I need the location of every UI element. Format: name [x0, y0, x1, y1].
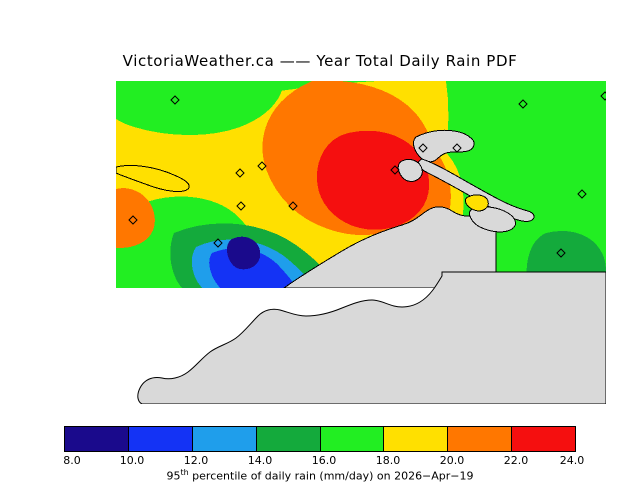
band-16-18-northwest	[116, 81, 284, 136]
colorbar-tick-7: 22.0	[503, 454, 529, 467]
caption-superscript: th	[180, 468, 189, 477]
contour-field	[116, 81, 606, 288]
colorbar-band-12-14[interactable]	[192, 427, 257, 451]
page-title: VictoriaWeather.ca —— Year Total Daily R…	[122, 52, 518, 70]
colorbar[interactable]	[64, 426, 576, 452]
caption-prefix: 95	[166, 469, 181, 483]
land-masses	[116, 129, 535, 288]
colorbar-band-20-22[interactable]	[448, 427, 513, 451]
contour-plot	[116, 81, 606, 288]
colorbar-tick-0: 8.0	[63, 454, 81, 467]
colorbar-tick-5: 18.0	[375, 454, 401, 467]
land-spit	[417, 158, 535, 222]
map-canvas	[90, 81, 606, 404]
colorbar-tick-3: 14.0	[247, 454, 273, 467]
colorbar-tick-8: 24.0	[559, 454, 585, 467]
island-outline-thin	[116, 164, 190, 193]
land-lower-mass	[137, 271, 606, 404]
colorbar-band-14-16[interactable]	[256, 427, 321, 451]
colorbar-band-10-12[interactable]	[128, 427, 193, 451]
land-islets	[469, 206, 516, 233]
colorbar-tick-2: 12.0	[183, 454, 209, 467]
colorbar-region: 8.0 10.0 12.0 14.0 16.0 18.0 20.0 22.0 2…	[0, 424, 640, 483]
colorbar-tick-labels: 8.0 10.0 12.0 14.0 16.0 18.0 20.0 22.0 2…	[0, 454, 640, 468]
inlet-pocket	[464, 194, 489, 212]
band-8-10-core	[226, 236, 261, 270]
colorbar-band-16-18[interactable]	[320, 427, 385, 451]
colorbar-tick-4: 16.0	[311, 454, 337, 467]
band-22-24-core	[316, 130, 430, 230]
colorbar-band-22-24[interactable]	[512, 427, 575, 451]
colorbar-caption: 95th percentile of daily rain (mm/day) o…	[0, 468, 640, 483]
colorbar-band-8-10[interactable]	[65, 427, 129, 451]
colorbar-tick-1: 10.0	[119, 454, 145, 467]
land-lower-region	[90, 266, 606, 404]
coastline-lower	[137, 271, 606, 404]
caption-suffix: percentile of daily rain (mm/day) on 202…	[188, 469, 474, 483]
colorbar-tick-6: 20.0	[439, 454, 465, 467]
colorbar-band-18-20[interactable]	[384, 427, 449, 451]
